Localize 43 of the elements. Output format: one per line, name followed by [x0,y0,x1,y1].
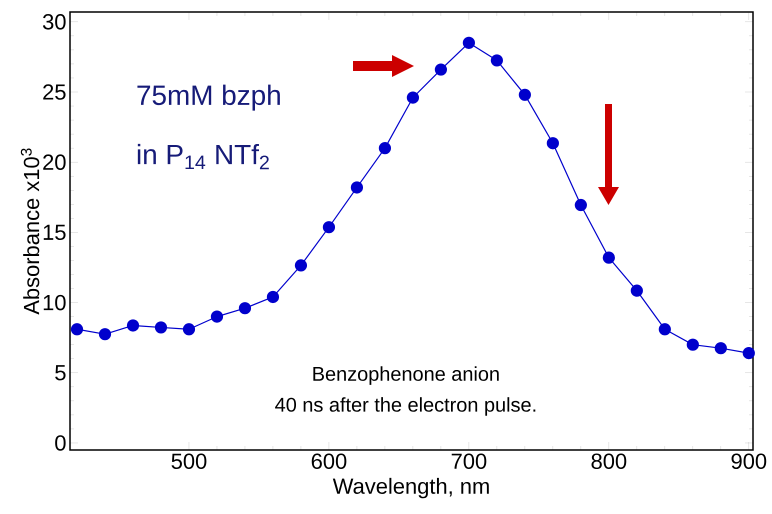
point [378,142,392,154]
point [434,63,447,76]
point [294,259,308,272]
y-axis-title: Absorbance x10$^{3}$ [20,148,40,315]
point [462,36,475,49]
point [518,88,531,101]
x-axis-title: Wavelength, nm [332,478,489,498]
annotation: Benzophenone anion [313,366,499,385]
point [714,342,727,354]
point [490,54,503,67]
y-tick-label: 0 [55,435,66,451]
annotation: 75mM bzph [137,84,280,111]
y-tick-label: 15 [44,224,66,240]
point [98,328,112,340]
point [742,347,755,360]
y-tick-label: 10 [44,294,66,310]
point [154,321,168,334]
point [602,252,615,264]
point [238,302,252,314]
annotation: in P$_{14}$ NTf$_{2}$ [138,144,269,170]
point [266,290,280,304]
y-tick-label: 25 [43,84,66,100]
point [70,323,84,336]
annotation: 40 ns after the electron pulse. [275,397,536,416]
point [546,137,559,150]
point [322,221,336,234]
point [350,181,364,194]
point [658,323,671,336]
point [210,310,224,323]
x-tick-label: 700 [452,453,486,470]
point [574,198,587,212]
point [126,319,140,332]
point [630,284,643,297]
point [686,338,699,351]
point [406,92,420,104]
y-tick-label: 30 [42,14,66,30]
y-tick-label: 20 [43,154,66,170]
x-tick-label: 900 [732,453,766,470]
x-tick-label: 800 [592,453,626,470]
x-tick-label: 500 [172,453,206,470]
y-tick-label: 5 [55,365,66,380]
x-tick-label: 600 [312,453,346,470]
point [182,323,196,336]
